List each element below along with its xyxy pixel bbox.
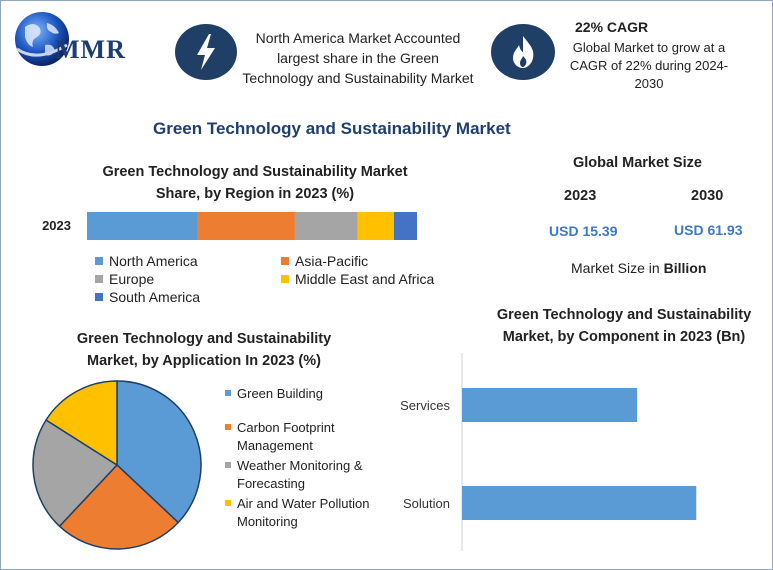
legend-swatch (225, 462, 231, 468)
header-right-text: Global Market to grow at a CAGR of 22% d… (569, 40, 729, 91)
application-legend-item: Carbon Footprint Management (225, 419, 385, 455)
flame-badge (491, 24, 555, 80)
legend-label: Green Building (237, 386, 323, 401)
market-size-year-2030: 2030 (691, 188, 724, 204)
region-legend-item: North America (95, 253, 281, 269)
market-size-unit: Market Size in Billion (571, 260, 706, 276)
application-chart-title: Green Technology and Sustainability Mark… (76, 331, 332, 369)
component-category-label: Solution (403, 496, 450, 511)
component-category-label: Services (400, 398, 450, 413)
legend-label: Air and Water Pollution Monitoring (237, 496, 370, 529)
region-chart-title: Green Technology and Sustainability Mark… (102, 164, 408, 202)
logo: MMR (11, 9, 161, 71)
pie-slice-carbon-footprint-management (58, 463, 180, 550)
lightning-badge (175, 24, 237, 80)
lightning-icon (197, 34, 215, 70)
legend-swatch (95, 257, 103, 265)
legend-label: Middle East and Africa (295, 271, 435, 287)
legend-label: Asia-Pacific (295, 253, 369, 269)
market-size-year-2023: 2023 (564, 188, 597, 204)
market-size-title: Global Market Size (573, 155, 702, 171)
region-legend-item: South America (95, 289, 281, 305)
legend-label: Europe (109, 271, 155, 287)
flame-icon (513, 36, 534, 68)
application-pie-chart (32, 380, 202, 550)
region-stacked-bar-chart: 2023 (42, 212, 417, 240)
application-legend: Green Building Carbon Footprint Managemen… (225, 385, 385, 533)
legend-swatch (281, 275, 289, 283)
pie-slice-green-building (116, 380, 202, 524)
component-bar-solution (462, 486, 697, 520)
application-legend-item: Air and Water Pollution Monitoring (225, 495, 385, 531)
legend-label: North America (109, 253, 198, 269)
component-chart-title: Green Technology and Sustainability Mark… (496, 307, 752, 345)
legend-swatch (225, 424, 231, 430)
header-right-title: 22% CAGR (575, 19, 649, 35)
legend-swatch (95, 293, 103, 301)
market-size-value-2030: USD 61.93 (674, 222, 743, 238)
region-legend-item: Europe (95, 271, 281, 287)
globe-icon (15, 12, 69, 66)
region-category-label: 2023 (42, 218, 71, 233)
region-bar-asia-pacific (197, 212, 295, 240)
pie-slice-air-and-water-pollution-monitoring (45, 380, 118, 467)
application-legend-item: Weather Monitoring & Forecasting (225, 457, 385, 493)
region-legend-item: Asia-Pacific (281, 253, 475, 269)
legend-label: South America (109, 289, 201, 305)
legend-label: Weather Monitoring & Forecasting (237, 458, 363, 491)
component-bar-services (462, 388, 638, 422)
market-size-unit-prefix: Market Size in (571, 260, 660, 276)
component-bar-chart: Services Solution (400, 353, 697, 551)
region-legend-item: Middle East and Africa (281, 271, 475, 287)
region-bar-north-america (87, 212, 198, 240)
legend-swatch (225, 390, 231, 396)
region-bar-middle-east-and-africa (357, 212, 394, 240)
pie-slice-weather-monitoring-and-forecasting (32, 418, 119, 528)
region-bar-south-america (393, 212, 417, 240)
main-title: Green Technology and Sustainability Mark… (153, 119, 511, 138)
application-legend-item: Green Building (225, 385, 385, 403)
region-legend: North America Asia-Pacific Europe Middle Ea… (95, 253, 475, 305)
legend-swatch (225, 500, 231, 506)
legend-swatch (95, 275, 103, 283)
legend-label: Carbon Footprint Management (237, 420, 335, 453)
region-bar-europe (294, 212, 358, 240)
header-left-text: North America Market Accounted largest s… (242, 30, 474, 86)
market-size-value-2023: USD 15.39 (549, 223, 618, 239)
legend-swatch (281, 257, 289, 265)
market-size-unit-bold: Billion (663, 260, 707, 276)
brand-name: MMR (55, 35, 126, 64)
